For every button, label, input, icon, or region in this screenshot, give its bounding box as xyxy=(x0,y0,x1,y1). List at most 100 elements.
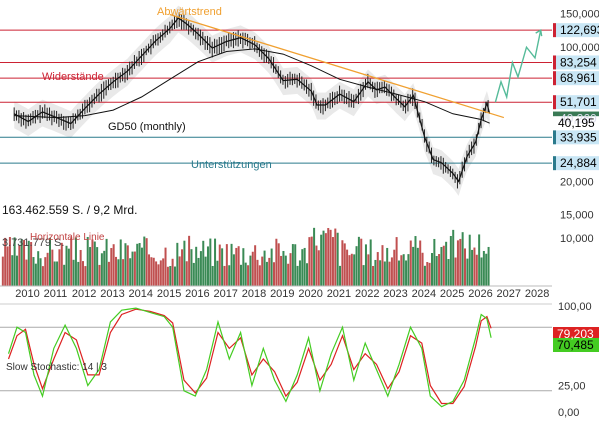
x-tick-2025: 2025 xyxy=(440,288,464,300)
volume-bar xyxy=(86,236,89,286)
volume-bar xyxy=(30,242,33,286)
volume-bar xyxy=(6,246,9,286)
volume-bar xyxy=(485,253,488,286)
stoch-value-box-0 xyxy=(553,327,599,341)
volume-bar xyxy=(181,249,184,286)
volume-bar xyxy=(442,245,445,286)
volume-bar xyxy=(254,245,257,286)
volume-bar xyxy=(454,257,457,286)
volume-bar xyxy=(331,237,334,286)
volume-bar xyxy=(423,265,426,286)
volume-bar xyxy=(176,242,179,286)
volume-bar xyxy=(206,246,209,286)
volume-bar xyxy=(221,248,224,286)
trend-label: Abwärtstrend xyxy=(157,6,222,18)
volume-partial: 3.731.779 S. xyxy=(2,237,64,249)
x-tick-2014: 2014 xyxy=(129,288,153,300)
volume-bar xyxy=(79,249,82,286)
volume-bar xyxy=(126,245,129,286)
current-price-box xyxy=(553,116,599,131)
volume-bar xyxy=(192,262,195,286)
volume-bar xyxy=(232,254,235,286)
level-value-0: 122,693 xyxy=(560,23,599,37)
x-tick-2018: 2018 xyxy=(242,288,266,300)
volume-bar xyxy=(412,246,415,286)
volume-bar xyxy=(310,236,313,286)
volume-bar xyxy=(34,263,37,286)
volume-bar xyxy=(320,234,323,286)
level-value-box-0 xyxy=(556,23,599,38)
volume-bar xyxy=(98,264,101,286)
stoch-value-0: 79,203 xyxy=(557,327,594,341)
volume-bar xyxy=(348,255,351,286)
volume-bar xyxy=(456,240,459,286)
level-value-4: 33,935 xyxy=(560,130,597,144)
volume-bar xyxy=(258,265,261,286)
volume-bar xyxy=(303,247,306,286)
volume-bar xyxy=(355,246,358,286)
volume-bar xyxy=(148,254,151,286)
price-panel xyxy=(0,5,599,196)
volume-bar xyxy=(357,236,360,286)
volume-bar xyxy=(93,241,96,286)
volume-bar xyxy=(89,247,92,286)
volume-bar xyxy=(301,249,304,286)
stoch-d-line xyxy=(7,308,492,405)
volume-bar xyxy=(166,266,169,286)
volume-bar xyxy=(202,240,205,286)
volume-bar xyxy=(124,243,127,286)
volume-bar xyxy=(289,253,292,286)
volume-bar xyxy=(230,243,233,286)
volume-bar xyxy=(435,256,438,286)
volume-bar xyxy=(364,244,367,286)
volume-bar xyxy=(82,261,85,286)
x-tick-2022: 2022 xyxy=(355,288,379,300)
volume-bar xyxy=(103,250,106,286)
x-tick-2027: 2027 xyxy=(497,288,521,300)
stoch-title: Slow Stochastic: 14 | 3 xyxy=(6,362,107,373)
level-value-5: 24,884 xyxy=(560,156,597,170)
volume-bar xyxy=(20,238,23,286)
x-tick-2011: 2011 xyxy=(44,288,68,300)
volume-bar xyxy=(265,261,268,286)
volume-bar xyxy=(150,257,153,286)
x-tick-2028: 2028 xyxy=(525,288,549,300)
volume-bar xyxy=(315,245,318,286)
volume-bar xyxy=(228,265,231,286)
volume-bar xyxy=(306,263,309,286)
volume-bar xyxy=(426,262,429,286)
volume-bar xyxy=(84,266,87,286)
volume-bar xyxy=(294,244,297,286)
stoch-y-tick-0: 100,00 xyxy=(558,301,592,313)
level-value-marker-4 xyxy=(553,130,556,145)
horizontal-line-label: Horizontale Linie xyxy=(30,232,105,243)
volume-bar xyxy=(244,262,247,286)
volume-bar xyxy=(350,253,353,286)
volume-bar xyxy=(159,260,162,286)
volume-bar xyxy=(37,251,40,286)
price-y-tick-1: 100,000 xyxy=(560,42,599,54)
volume-bar xyxy=(239,264,242,286)
volume-bar xyxy=(393,249,396,286)
volume-bar xyxy=(395,237,398,286)
volume-bar xyxy=(388,261,391,286)
level-value-box-4 xyxy=(556,130,599,145)
volume-bar xyxy=(440,246,443,286)
volume-bar xyxy=(145,238,148,286)
volume-bar xyxy=(383,261,386,286)
volume-bar xyxy=(275,238,278,286)
volume-bar xyxy=(447,259,450,286)
volume-bar xyxy=(237,246,240,286)
level-value-marker-5 xyxy=(553,156,556,171)
volume-bar xyxy=(48,237,51,286)
volume-bar xyxy=(105,238,108,286)
volume-bar xyxy=(322,230,325,286)
volume-bar xyxy=(129,258,132,286)
volume-bar xyxy=(162,258,165,286)
volume-bar xyxy=(287,263,290,286)
volume-bar xyxy=(8,237,11,286)
x-tick-2021: 2021 xyxy=(327,288,351,300)
volume-bar xyxy=(308,237,311,286)
volume-bar xyxy=(63,264,66,286)
volume-bar xyxy=(372,265,375,286)
